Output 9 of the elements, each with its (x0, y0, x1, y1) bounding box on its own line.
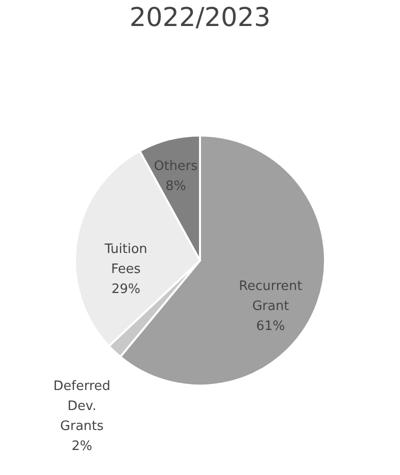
slice-label: Recurrent Grant (238, 278, 302, 314)
data-label: 2% (72, 439, 92, 454)
data-label: 29% (111, 282, 140, 297)
data-label: 61% (256, 318, 286, 334)
slice-label: Others (154, 159, 198, 174)
slice-label: Tuition Fees (104, 242, 148, 277)
data-label: 8% (165, 179, 186, 194)
slice-label: Deferred Dev. Grants (53, 379, 110, 434)
chart-title: 2022/2023 (129, 3, 271, 33)
